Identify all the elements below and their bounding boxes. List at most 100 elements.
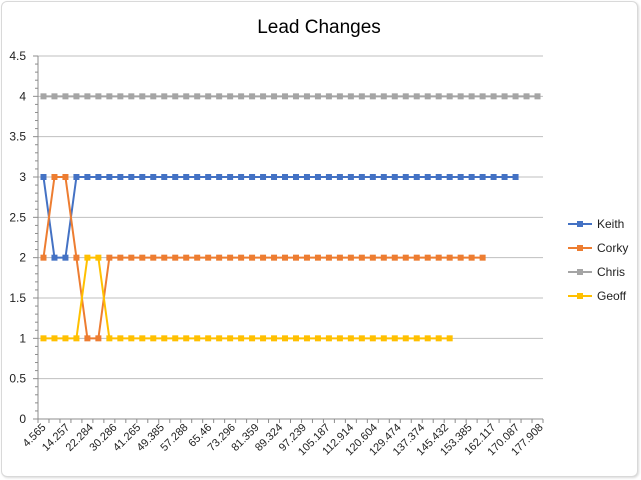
axes: 00.511.522.533.544.54.56514.25722.28430.… <box>9 49 545 458</box>
data-point <box>457 254 464 261</box>
data-point <box>205 93 212 100</box>
data-point <box>501 93 508 100</box>
data-point <box>95 335 102 342</box>
data-point <box>84 254 91 261</box>
data-point <box>95 174 102 180</box>
data-point <box>358 93 365 100</box>
data-point <box>292 254 299 261</box>
data-point <box>117 174 124 180</box>
data-point <box>249 174 256 180</box>
legend-label: Geoff <box>597 289 627 303</box>
data-point <box>150 174 157 180</box>
legend-swatch-marker <box>577 269 583 275</box>
data-point <box>292 335 299 342</box>
data-point <box>336 93 343 100</box>
data-point <box>490 93 497 100</box>
data-point <box>336 174 343 180</box>
data-point <box>479 254 486 261</box>
data-point <box>62 174 69 180</box>
legend-label: Corky <box>597 241 628 255</box>
data-point <box>95 254 102 261</box>
data-point <box>183 174 190 180</box>
legend-swatch-marker <box>577 221 583 227</box>
data-point <box>106 93 113 100</box>
y-tick-label: 4.5 <box>9 49 26 63</box>
data-point <box>51 93 58 100</box>
data-point <box>40 93 47 100</box>
data-point <box>73 254 80 261</box>
legend-swatch-marker <box>577 245 583 251</box>
data-point <box>260 174 267 180</box>
chart-title: Lead Changes <box>257 17 381 38</box>
data-point <box>51 254 58 261</box>
data-point <box>468 93 475 100</box>
data-point <box>128 93 135 100</box>
y-tick-label: 0 <box>19 412 26 426</box>
data-point <box>347 93 354 100</box>
y-tick-label: 1 <box>19 331 26 345</box>
data-point <box>205 254 212 261</box>
data-point <box>249 335 256 342</box>
data-point <box>457 174 464 180</box>
data-point <box>424 93 431 100</box>
data-point <box>194 335 201 342</box>
data-point <box>424 254 431 261</box>
data-point <box>260 93 267 100</box>
data-point <box>117 254 124 261</box>
data-point <box>260 254 267 261</box>
data-point <box>51 335 58 342</box>
data-point <box>369 93 376 100</box>
data-point <box>479 174 486 180</box>
data-point <box>139 174 146 180</box>
data-point <box>402 93 409 100</box>
data-point <box>391 93 398 100</box>
data-point <box>435 335 442 342</box>
grid-lines <box>38 55 543 380</box>
data-point <box>314 335 321 342</box>
data-point <box>216 174 223 180</box>
data-point <box>260 335 267 342</box>
legend-label: Chris <box>597 265 625 279</box>
data-point <box>457 93 464 100</box>
data-point <box>84 93 91 100</box>
data-point <box>106 335 113 342</box>
y-tick-label: 3 <box>19 170 26 184</box>
data-point <box>84 335 91 342</box>
data-point <box>435 174 442 180</box>
data-point <box>446 254 453 261</box>
data-point <box>84 174 91 180</box>
series-geoff <box>40 254 453 342</box>
data-point <box>424 335 431 342</box>
data-point <box>446 174 453 180</box>
data-point <box>303 335 310 342</box>
y-tick-label: 2.5 <box>9 210 26 224</box>
data-point <box>347 335 354 342</box>
data-point <box>325 335 332 342</box>
data-point <box>314 93 321 100</box>
data-point <box>380 93 387 100</box>
y-tick-label: 2 <box>19 251 26 265</box>
data-point <box>347 254 354 261</box>
data-point <box>380 174 387 180</box>
data-point <box>512 93 519 100</box>
data-point <box>391 254 398 261</box>
data-point <box>150 335 157 342</box>
data-point <box>271 254 278 261</box>
data-point <box>161 335 168 342</box>
data-point <box>325 93 332 100</box>
data-point <box>139 335 146 342</box>
data-point <box>303 93 310 100</box>
data-point <box>391 335 398 342</box>
legend-item-keith: Keith <box>568 217 624 231</box>
data-point <box>380 335 387 342</box>
data-point <box>369 335 376 342</box>
data-point <box>183 335 190 342</box>
data-point <box>303 254 310 261</box>
data-point <box>238 254 245 261</box>
data-point <box>194 254 201 261</box>
data-point <box>413 93 420 100</box>
data-point <box>73 335 80 342</box>
data-point <box>369 174 376 180</box>
data-point <box>139 93 146 100</box>
